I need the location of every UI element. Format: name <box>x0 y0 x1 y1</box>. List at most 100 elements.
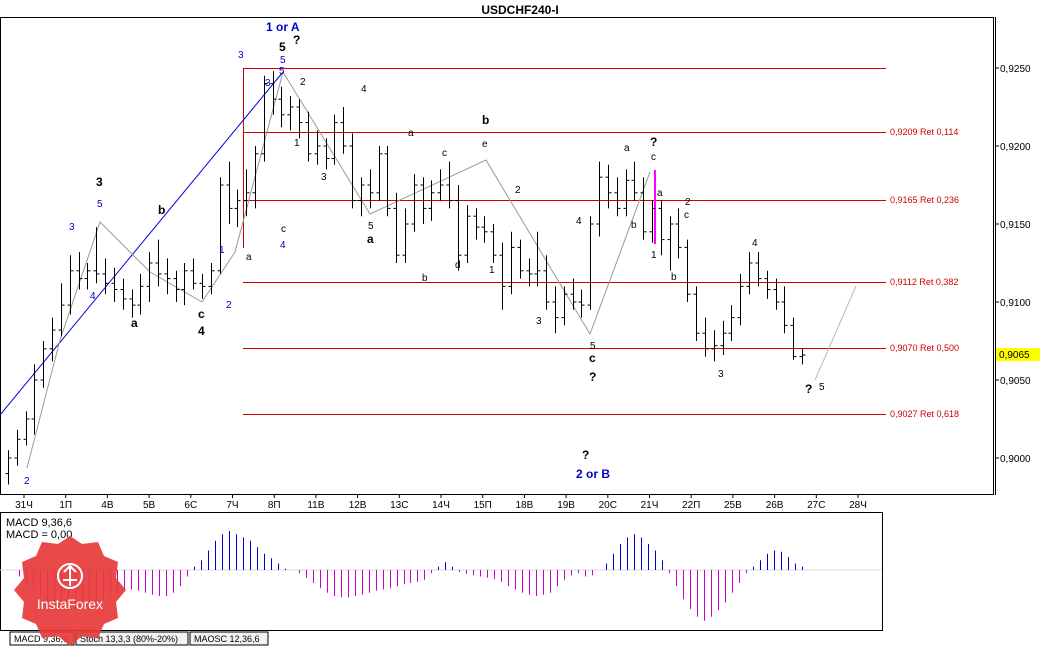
tab-maosc-label: MAOSC 12,36,6 <box>194 634 260 644</box>
date-tick: 22П <box>682 500 700 511</box>
wave-label: 4 <box>361 84 367 95</box>
price-bar <box>684 239 691 302</box>
price-bar <box>129 289 136 318</box>
price-bar <box>746 252 753 295</box>
wave-label: 4 <box>90 291 96 302</box>
wave-labels: 1 or A 5 ? 3 5 2 1 4 3 5 a a b e c d b 2… <box>24 20 825 487</box>
price-bar <box>623 169 630 217</box>
wave-label: 1 <box>489 265 495 276</box>
price-bar <box>199 273 206 299</box>
price-bar <box>499 242 506 310</box>
price-bar <box>526 258 533 287</box>
price-axis: 0,9250 0,9200 0,9150 0,9100 0,9050 0,900… <box>995 64 1031 465</box>
current-price-label: 0,9065 <box>999 350 1030 361</box>
price-bar <box>393 192 400 263</box>
price-tick: 0,9150 <box>1000 220 1031 231</box>
price-bar <box>314 130 321 165</box>
price-bar <box>384 146 391 217</box>
wave-label: b <box>671 272 677 283</box>
price-bar <box>287 96 294 131</box>
price-bar <box>411 174 418 232</box>
price-bar <box>764 270 771 299</box>
date-tick: 13С <box>390 500 408 511</box>
price-tick: 0,9050 <box>1000 376 1031 387</box>
wave-label: 3 <box>536 316 542 327</box>
price-bar <box>402 208 409 263</box>
price-bar <box>252 146 259 209</box>
wave-label: 3 <box>265 78 271 89</box>
wave-label: 4 <box>280 240 286 251</box>
wave-label: 4 <box>576 216 582 227</box>
wave-label: c <box>442 148 447 159</box>
price-bar <box>446 161 453 209</box>
date-tick: 15П <box>474 500 492 511</box>
price-bar <box>437 169 444 201</box>
wave-label: a <box>408 128 414 139</box>
wave-label: 5 <box>97 199 103 210</box>
fib-label: 0,9209 Ret 0,114 <box>890 127 958 137</box>
price-bar <box>67 255 74 315</box>
price-bar <box>464 205 471 263</box>
fib-label: 0,9165 Ret 0,236 <box>890 195 959 205</box>
price-bar <box>146 252 153 302</box>
price-bar <box>552 286 559 334</box>
wave-label: 3 <box>718 369 724 380</box>
wave-label: 5 <box>368 221 374 232</box>
wave-label: ? <box>650 135 657 149</box>
wave-lines <box>0 70 857 469</box>
wave-label: c <box>651 152 656 163</box>
price-tick: 0,9000 <box>1000 454 1031 465</box>
price-bar <box>208 263 215 295</box>
price-bar <box>702 317 709 357</box>
price-bar <box>737 273 744 326</box>
wave-label: e <box>482 139 488 150</box>
date-tick: 12В <box>349 500 367 511</box>
price-bar <box>14 429 21 466</box>
price-bar <box>799 348 806 365</box>
price-bar <box>358 177 365 217</box>
price-bar <box>40 341 47 388</box>
wave-label: 3 <box>69 222 75 233</box>
price-bar <box>323 138 330 170</box>
price-bar <box>658 200 665 256</box>
date-tick: 8П <box>268 500 281 511</box>
wave-label: ? <box>293 33 300 47</box>
wave-label: a <box>657 188 663 199</box>
price-bar <box>614 177 621 217</box>
price-bar <box>49 317 56 362</box>
macd-main-label: MACD 9,36,6 <box>6 517 72 529</box>
wave-label: 5 <box>280 55 286 66</box>
indicator-panel-frame <box>0 512 883 631</box>
price-bar <box>181 263 188 306</box>
wave-label: 2 <box>515 185 521 196</box>
ohlc-bars <box>5 71 806 485</box>
price-bar <box>137 273 144 315</box>
chart-title: USDCHF240-I <box>481 3 558 17</box>
date-tick: 6С <box>184 500 197 511</box>
wave-label: 2 <box>24 476 30 487</box>
price-tick: 0,9200 <box>1000 142 1031 153</box>
price-bar <box>781 286 788 334</box>
price-bar <box>570 278 577 310</box>
date-tick: 4В <box>101 500 114 511</box>
wave-label: 4 <box>198 324 205 338</box>
price-bar <box>173 270 180 302</box>
price-bar <box>164 258 171 295</box>
indicator-tabs: MACD 9,36,6 Stoch 13,3,3 (80%-20%) MAOSC… <box>9 631 269 646</box>
price-bar <box>120 278 127 310</box>
wave-label: 2 <box>226 300 232 311</box>
tab-maosc[interactable] <box>189 631 269 646</box>
price-bar <box>693 286 700 341</box>
wave-label: 5 <box>279 40 286 54</box>
price-bar <box>58 283 65 337</box>
price-bar <box>226 161 233 224</box>
date-tick: 27С <box>807 500 825 511</box>
projection-line <box>814 285 857 381</box>
tab-macd-label: MACD 9,36,6 <box>14 634 68 644</box>
price-bar <box>481 216 488 243</box>
date-tick: 19В <box>557 500 575 511</box>
price-bar <box>155 239 162 287</box>
price-bar <box>455 185 462 271</box>
price-bar <box>508 231 515 295</box>
wave-label: 2 <box>300 77 306 88</box>
